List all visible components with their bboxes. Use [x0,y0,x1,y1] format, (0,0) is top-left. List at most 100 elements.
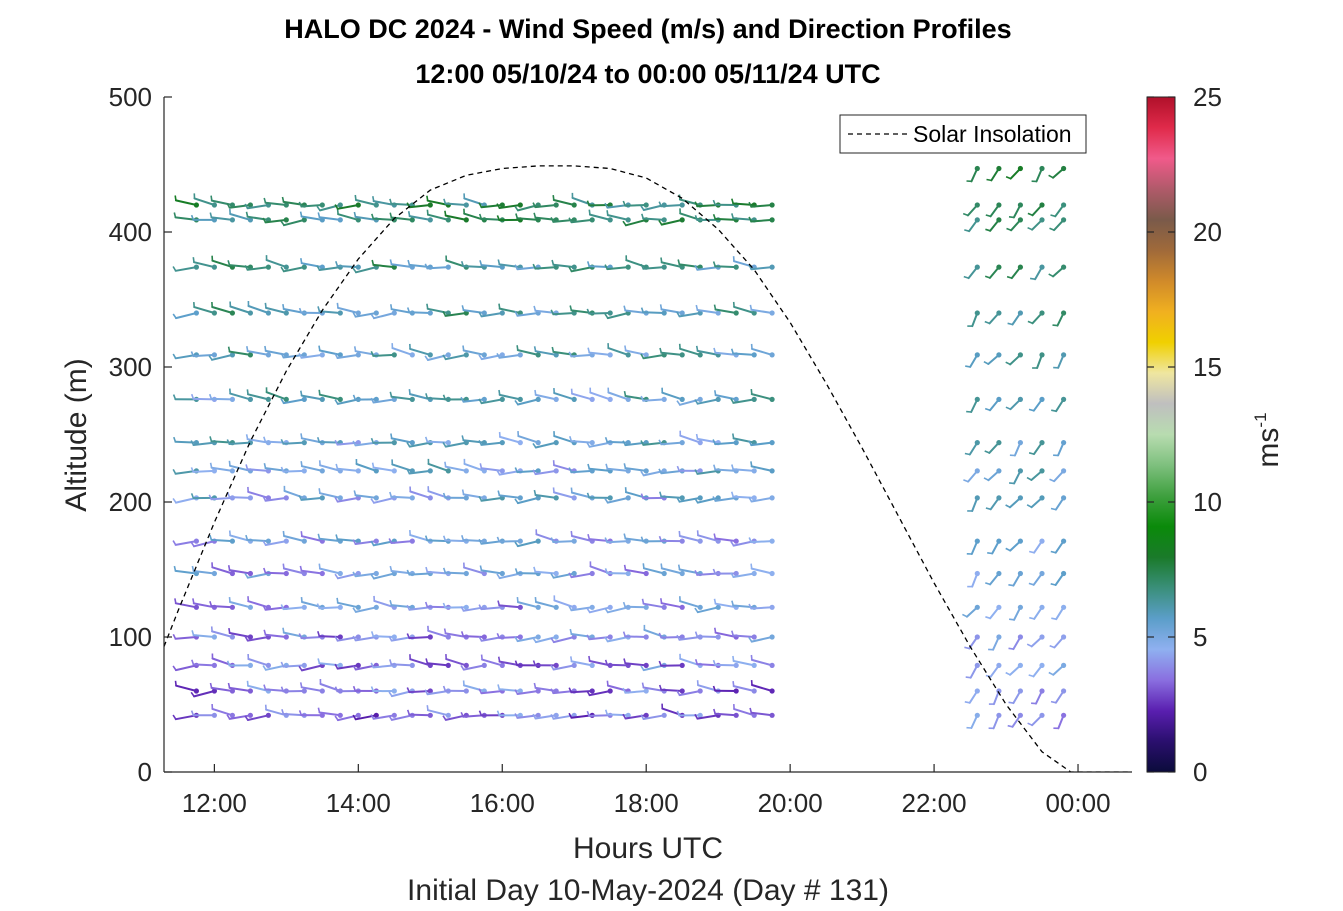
wind-barb-shaft [408,441,432,448]
wind-barb-feather [552,487,555,493]
wind-barb-feather [514,399,519,405]
wind-barb-dot [1061,538,1067,544]
wind-barb-feather [640,536,644,542]
wind-barb-shaft [624,690,648,694]
wind-barb-dot [679,396,685,402]
wind-barb-feather [406,307,411,313]
wind-barb-feather [280,604,285,610]
wind-barb-feather [985,582,991,586]
wind-barb-feather [174,195,177,201]
wind-barb-shaft [498,307,522,314]
wind-barb-feather [1005,406,1011,410]
wind-barb-dot [643,662,649,669]
wind-barb-feather [370,350,375,357]
wind-barb-feather [604,568,608,574]
wind-barb-feather [424,263,429,269]
wind-barb-feather [336,597,339,603]
wind-barb-feather [732,681,735,687]
wind-barb-dot [1017,217,1024,223]
wind-barb-dot [391,440,397,446]
wind-barb-feather [354,194,357,201]
wind-barb-shaft [588,714,612,717]
wind-barb-dot [769,538,775,544]
wind-barb-dot [499,440,505,446]
wind-barb-feather [712,261,716,267]
wind-barb-shaft [660,218,684,226]
wind-barb-feather [731,600,734,606]
wind-barb-shaft [480,496,504,502]
wind-barb-feather [570,530,573,537]
wind-barb-shaft [570,469,594,474]
x-tick-label: 20:00 [758,788,823,818]
wind-barb-feather [406,569,411,575]
wind-barb-feather [678,530,681,537]
wind-barb-feather [1028,674,1034,678]
wind-barb-feather [317,631,321,637]
wind-barb-feather [1007,724,1013,728]
wind-barb-feather [478,202,483,208]
wind-barb-dot [643,604,649,610]
wind-barb-feather [317,533,321,539]
wind-barb-dot [996,712,1002,718]
wind-barb-feather [370,714,375,720]
wind-barb-feather [622,713,627,719]
wind-barb-feather [316,437,321,443]
wind-barb-shaft [318,711,342,717]
wind-barb-shaft [534,393,558,401]
wind-barb-feather [1048,671,1054,676]
wind-barb-shaft [246,714,270,721]
wind-barb-feather [1005,361,1011,366]
wind-barb-feather [694,631,698,637]
wind-barb-feather [389,259,393,265]
wind-barb-shaft [498,204,522,209]
wind-barb-feather [586,634,591,640]
wind-barb-shaft [318,310,342,314]
wind-barb-shaft [372,635,396,638]
wind-barb-dot [589,440,595,446]
wind-barb-dot [1039,662,1045,669]
wind-barb-feather [568,572,573,578]
wind-barb-feather [172,469,177,475]
wind-barb-dot [643,202,649,208]
wind-barb-feather [406,441,411,448]
wind-barb-dot [679,352,685,358]
wind-barb-dot [211,688,217,694]
wind-barb-shaft [553,392,576,401]
wind-barb-dot [463,495,469,501]
wind-barb-dot [355,202,361,208]
wind-barb-feather [532,713,537,719]
wind-barb-feather [353,346,357,352]
wind-barb-shaft [624,568,648,575]
wind-barb-dot [355,468,361,474]
wind-barb-dot [1061,264,1067,270]
wind-barb-feather [478,710,483,716]
x-axis-ticks: 12:00 14:00 16:00 18:00 20:00 22:00 00:00 [182,764,1111,818]
wind-barb-shaft [480,467,504,472]
wind-barb-dot [445,468,451,474]
wind-barb-feather [586,710,590,717]
wind-barb-shaft [390,714,414,721]
wind-barb-dot [996,662,1002,669]
wind-barb-shaft [625,259,648,269]
wind-barb-feather [263,567,267,573]
wind-barb-shaft [193,197,216,206]
wind-barb-feather [172,353,177,359]
wind-barb-shaft [571,392,594,401]
wind-barb-dot [445,310,451,316]
wind-barb-dot [373,495,379,501]
wind-barb-dot [391,352,397,358]
wind-barb-feather [748,496,753,502]
wind-barb-feather [965,676,971,679]
wind-barb-shaft [552,312,576,316]
wind-barb-feather [568,351,573,357]
wind-barb-feather [280,466,285,472]
wind-barb-feather [713,304,717,310]
wind-barb-dot [661,264,667,270]
wind-barb-feather [496,573,501,579]
wind-barb-shaft [372,353,396,357]
wind-barb-shaft [318,492,342,499]
wind-barb-shaft [606,496,630,504]
wind-barb-feather [1051,617,1057,620]
wind-barb-feather [550,217,555,223]
wind-barb-feather [694,469,699,475]
